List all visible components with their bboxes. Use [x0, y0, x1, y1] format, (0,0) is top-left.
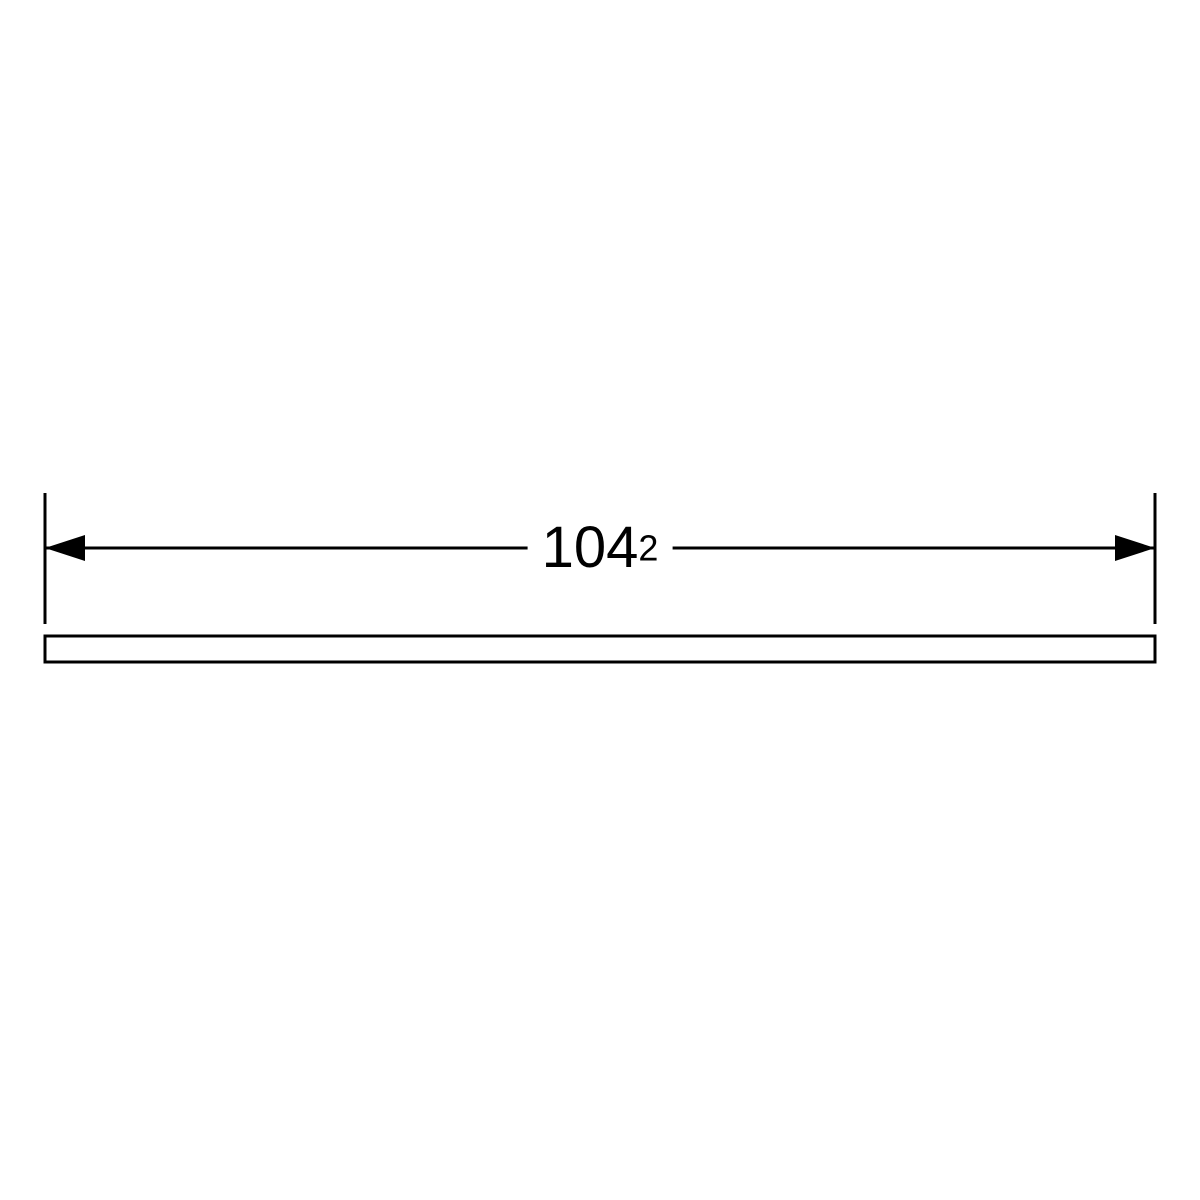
dimension-drawing-svg	[0, 0, 1200, 1200]
dimension-superscript: 2	[638, 528, 658, 569]
dimension-base-value: 104	[542, 515, 639, 580]
technical-drawing: 1042	[0, 0, 1200, 1200]
dimension-value-label: 1042	[528, 519, 673, 577]
